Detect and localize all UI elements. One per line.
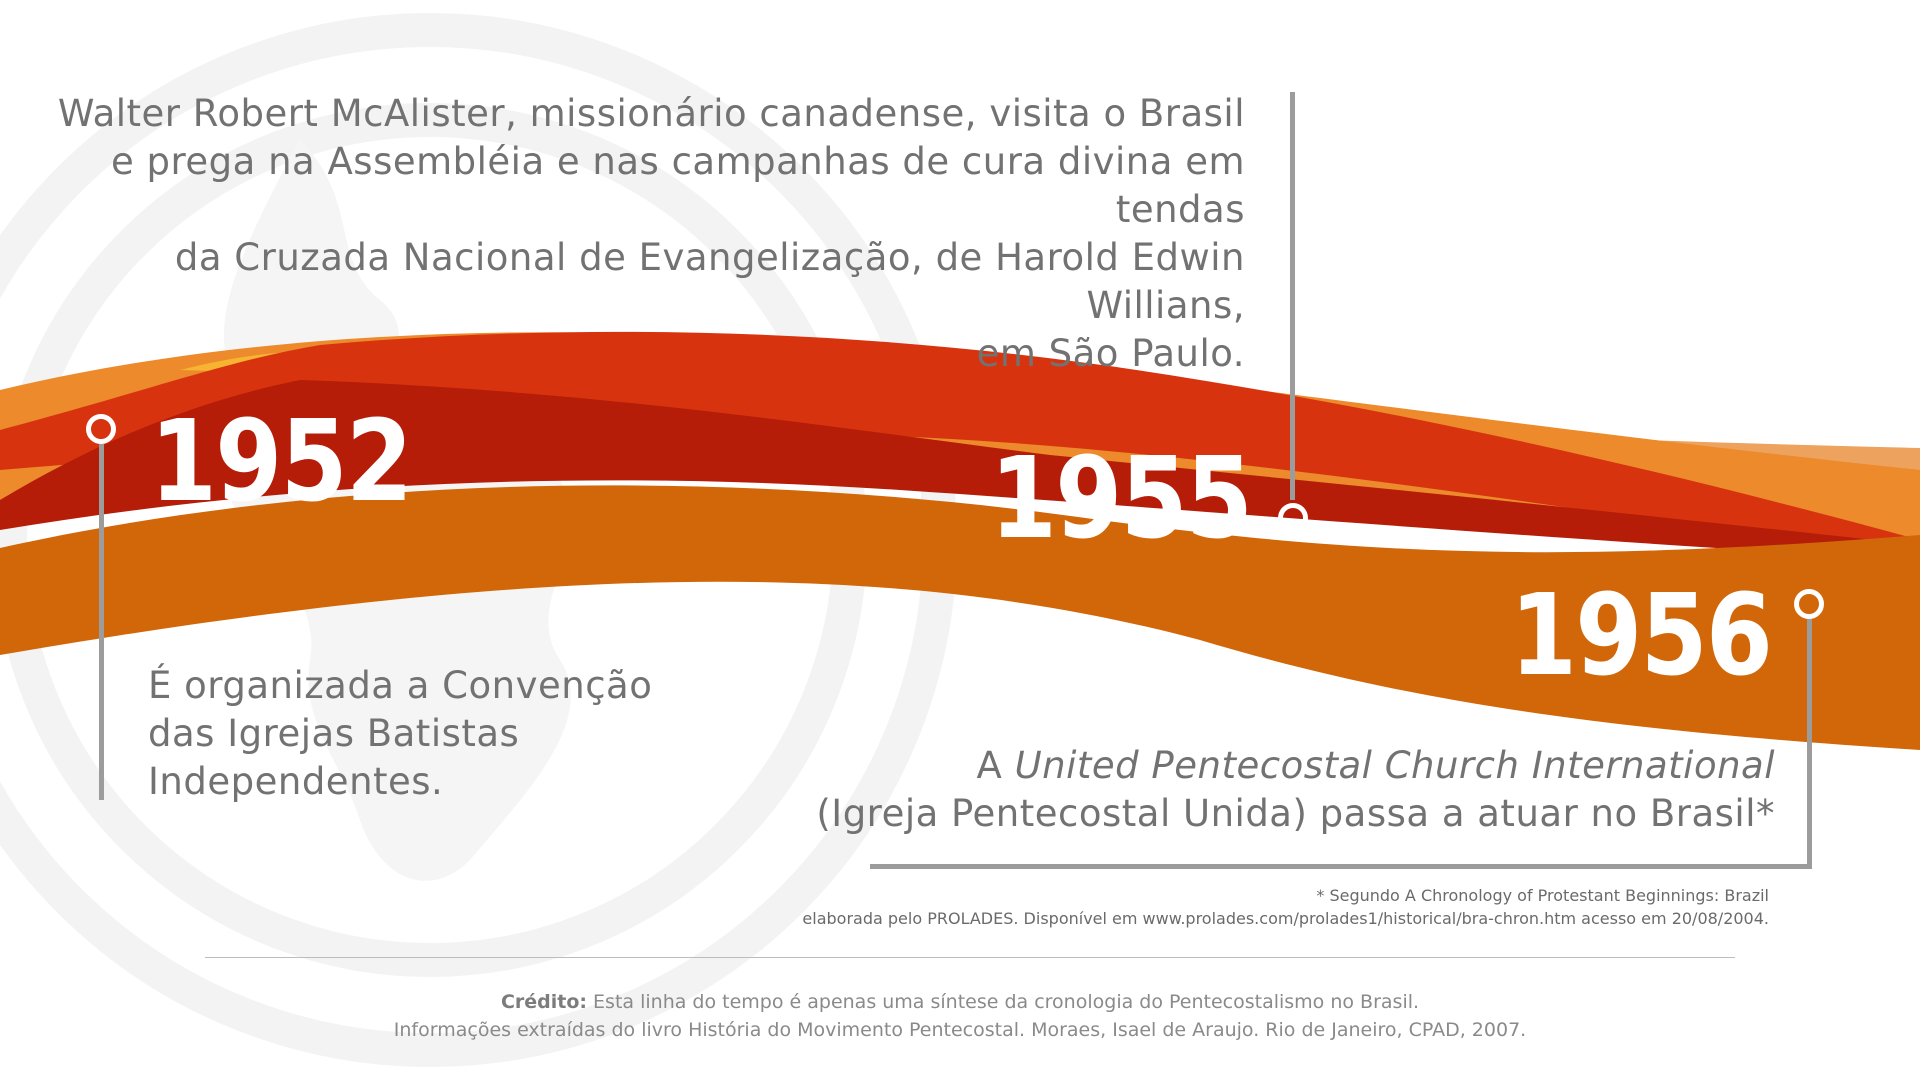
event-1955-line: da Cruzada Nacional de Evangelização, de…	[174, 236, 1245, 327]
year-1956-label: 1956	[1510, 571, 1773, 701]
ribbon-red-band	[0, 331, 1920, 560]
credit-text: Esta linha do tempo é apenas uma síntese…	[587, 991, 1420, 1013]
event-1956-connector	[1807, 619, 1812, 869]
event-1956-line-2: (Igreja Pentecostal Unida) passa a atuar…	[816, 792, 1775, 835]
divider	[205, 957, 1735, 958]
event-1956-prefix: A	[976, 744, 1015, 787]
event-1952-marker-icon	[86, 414, 116, 444]
credit-line-2: Informações extraídas do livro História …	[393, 1019, 1527, 1041]
event-1955-connector	[1290, 92, 1295, 500]
event-1955-description: Walter Robert McAlister, missionário can…	[45, 90, 1245, 378]
event-1955-line: em São Paulo.	[976, 332, 1245, 375]
event-1956-marker-icon	[1794, 589, 1824, 619]
event-1955-marker-icon	[1278, 503, 1308, 533]
year-1955-label: 1955	[990, 434, 1253, 564]
event-1956-church-name: United Pentecostal Church International	[1014, 744, 1775, 787]
footnote-line: elaborada pelo PROLADES. Disponível em w…	[802, 909, 1769, 928]
credit-block: Crédito: Esta linha do tempo é apenas um…	[0, 988, 1920, 1044]
event-1955-line: e prega na Assembléia e nas campanhas de…	[111, 140, 1245, 231]
event-1952-line: É organizada a Convenção	[148, 664, 653, 707]
credit-label: Crédito:	[500, 991, 588, 1013]
footnote: * Segundo A Chronology of Protestant Beg…	[569, 884, 1769, 930]
year-1952-label: 1952	[150, 397, 413, 527]
event-1956-underline	[870, 864, 1812, 869]
ribbon-dark-band	[0, 380, 1920, 560]
event-1952-connector	[99, 444, 104, 800]
event-1956-line-1: A United Pentecostal Church Internationa…	[675, 742, 1775, 790]
event-1952-description: É organizada a Convenção das Igrejas Bat…	[148, 662, 748, 806]
credit-line-1: Crédito: Esta linha do tempo é apenas um…	[0, 988, 1920, 1016]
event-1952-line: das Igrejas Batistas	[148, 712, 520, 755]
event-1956-description: A United Pentecostal Church Internationa…	[675, 742, 1775, 838]
ribbon-main-band	[0, 485, 1920, 750]
event-1955-line: Walter Robert McAlister, missionário can…	[57, 92, 1245, 135]
footnote-line: * Segundo A Chronology of Protestant Beg…	[1316, 886, 1769, 905]
event-1952-line: Independentes.	[148, 760, 444, 803]
